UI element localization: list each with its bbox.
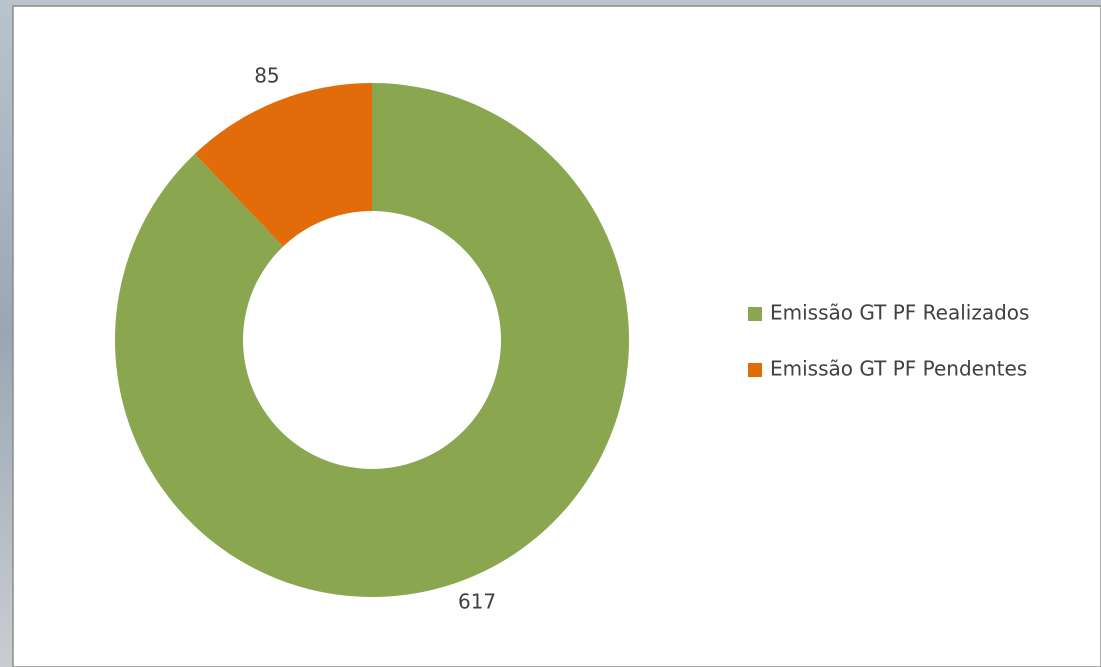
donut-slice <box>115 83 630 597</box>
legend-label: Emissão GT PF Realizados <box>770 301 1029 325</box>
legend-swatch <box>748 307 762 321</box>
data-label: 617 <box>458 589 496 613</box>
donut-slice <box>194 83 372 247</box>
legend-swatch <box>748 363 762 377</box>
data-label: 85 <box>254 64 279 88</box>
legend-label: Emissão GT PF Pendentes <box>770 357 1027 381</box>
